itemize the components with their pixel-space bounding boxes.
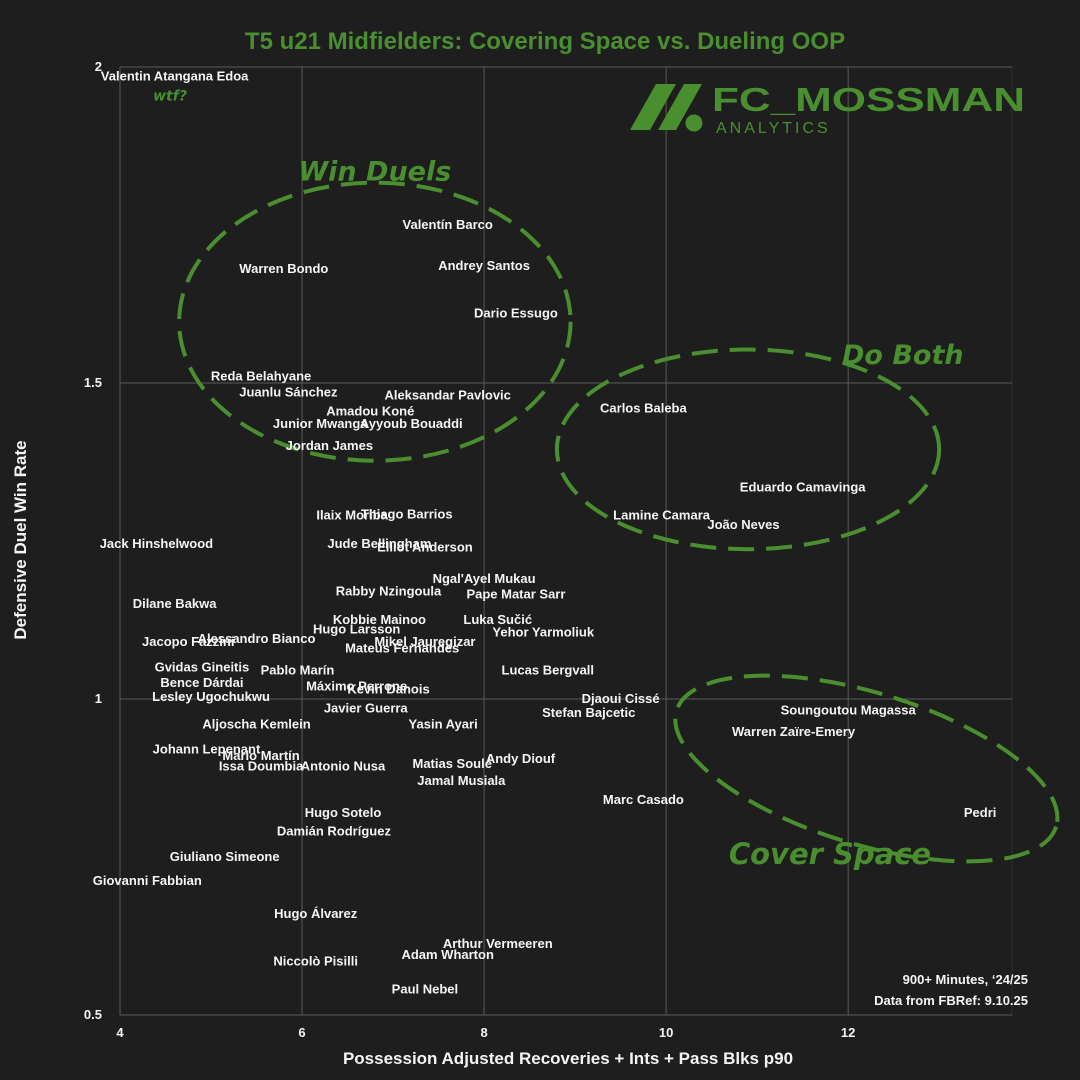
data-point-label: Djaoui Cissé	[582, 691, 660, 706]
data-point-label: Jack Hinshelwood	[100, 536, 213, 551]
region-ellipse	[673, 673, 1060, 864]
data-point-label: Pape Matar Sarr	[466, 587, 565, 602]
data-point-label: Juanlu Sánchez	[239, 384, 338, 399]
data-point-label: Hugo Sotelo	[305, 805, 382, 820]
data-point-label: Alessandro Bianco	[198, 631, 316, 646]
axes: 4 6 8 10 12 0.5 1 1.5 2	[84, 59, 855, 1040]
data-point-label: Pedri	[964, 805, 997, 820]
data-point-label: Hugo Álvarez	[274, 906, 358, 921]
footnote-source: Data from FBRef: 9.10.25	[874, 993, 1028, 1008]
data-point-label: Hugo Larsson	[313, 621, 400, 636]
data-point-label: Pablo Marín	[261, 663, 335, 678]
data-point-label: Damián Rodríguez	[277, 824, 392, 839]
brand-subtitle: ANALYTICS	[716, 120, 831, 137]
data-point-label: Paul Nebel	[392, 982, 458, 997]
annotation-text: Cover Space	[729, 837, 931, 871]
data-point-label: Reda Belahyane	[211, 369, 311, 384]
x-axis-label: Possession Adjusted Recoveries + Ints + …	[343, 1049, 793, 1068]
data-point-label: Amadou Koné	[326, 403, 414, 418]
brand-name: FC_MOSSMAN	[712, 81, 1025, 118]
region-ellipse	[554, 347, 942, 552]
data-point-label: Andy Diouf	[486, 751, 556, 766]
annotation-regions	[177, 180, 1060, 864]
y-tick-label: 1	[95, 691, 102, 706]
footnote-minutes: 900+ Minutes, ‘24/25	[903, 972, 1028, 987]
data-point-label: Rabby Nzingoula	[336, 584, 442, 599]
data-point-label: Bence Dárdai	[160, 675, 243, 690]
annotations: wtf? Win Duels Do Both Cover Space	[153, 88, 963, 871]
data-point-label: Ilaix Moriba	[316, 508, 388, 523]
data-point-label: Marc Casado	[603, 792, 684, 807]
data-point-label: Andrey Santos	[438, 258, 530, 273]
plot-frame	[119, 66, 1013, 1016]
annotation-text: Win Duels	[298, 157, 451, 188]
data-point-label: Kevin Danois	[347, 682, 429, 697]
data-point-label: Eduardo Camavinga	[740, 479, 866, 494]
data-point-label: Adam Wharton	[401, 947, 494, 962]
data-point-label: Valentin Atangana Edoa	[101, 68, 249, 83]
data-point-label: Johann Lepenant	[153, 742, 261, 757]
data-point-label: Gvidas Gineitis	[155, 659, 250, 674]
y-tick-label: 1.5	[84, 375, 102, 390]
x-tick-label: 12	[841, 1025, 855, 1040]
data-point-label: Valentín Barco	[403, 217, 493, 232]
data-point-label: Yasin Ayari	[409, 716, 478, 731]
data-point-label: Mikel Jauregizar	[374, 634, 475, 649]
data-point-label: Giovanni Fabbian	[93, 873, 202, 888]
data-point-label: Máximo Perrone	[306, 678, 407, 693]
data-point-label: Kobbie Mainoo	[333, 612, 426, 627]
y-axis-label: Defensive Duel Win Rate	[11, 440, 30, 639]
brand-logo: FC_MOSSMAN ANALYTICS	[630, 81, 1025, 137]
data-point-label: Thiago Barrios	[361, 506, 453, 521]
data-point-label: Lesley Ugochukwu	[152, 689, 270, 704]
data-point-label: Jude Bellingham	[327, 536, 431, 551]
data-point-label: Warren Zaïre-Emery	[732, 724, 856, 739]
data-point-label: Dilane Bakwa	[133, 596, 218, 611]
annotation-text: wtf?	[153, 88, 187, 104]
data-point-label: Arthur Vermeeren	[443, 936, 553, 951]
data-point-label: Antonio Nusa	[301, 759, 386, 774]
data-point-label: Lucas Bergvall	[502, 663, 595, 678]
data-point-label: Mateus Fernandes	[345, 640, 459, 655]
x-tick-label: 4	[116, 1025, 124, 1040]
data-point-label: Carlos Baleba	[600, 400, 687, 415]
annotation-text: Do Both	[842, 340, 964, 371]
logo-mark-icon	[630, 84, 703, 132]
data-point-label: Elliot Anderson	[377, 539, 473, 554]
x-tick-label: 6	[298, 1025, 305, 1040]
data-point-label: Warren Bondo	[239, 261, 328, 276]
data-point-label: Ngal'Ayel Mukau	[433, 571, 536, 586]
data-point-label: Lamine Camara	[613, 508, 711, 523]
y-tick-label: 0.5	[84, 1007, 102, 1022]
data-point-label: Mario Martín	[222, 748, 299, 763]
data-point-label: Niccolò Pisilli	[273, 953, 358, 968]
x-tick-label: 8	[480, 1025, 487, 1040]
data-point-label: Dario Essugo	[474, 305, 558, 320]
data-point-label: Aleksandar Pavlovic	[384, 388, 510, 403]
data-point-label: Junior Mwanga	[273, 416, 368, 431]
chart-title: T5 u21 Midfielders: Covering Space vs. D…	[245, 28, 845, 55]
y-tick-label: 2	[95, 59, 102, 74]
data-point-label: Stefan Bajcetic	[542, 705, 635, 720]
data-points: Valentin Atangana Edoa Valentín Barco Warr…	[93, 68, 997, 996]
data-point-label: Jacopo Fazzini	[142, 634, 234, 649]
region-ellipse	[177, 180, 573, 463]
data-point-label: Yehor Yarmoliuk	[492, 625, 594, 640]
data-point-label: Giuliano Simeone	[170, 849, 280, 864]
data-point-label: Javier Guerra	[324, 700, 409, 715]
data-point-label: Ayyoub Bouaddi	[360, 416, 463, 431]
data-point-label: Matias Soulé	[412, 756, 491, 771]
gridlines	[119, 66, 1013, 1016]
x-tick-label: 10	[659, 1025, 673, 1040]
data-point-label: Aljoscha Kemlein	[202, 716, 310, 731]
data-point-label: Jamal Musiala	[417, 773, 506, 788]
data-point-label: João Neves	[707, 517, 779, 532]
data-point-label: Issa Doumbia	[219, 759, 304, 774]
data-point-label: Soungoutou Magassa	[781, 702, 917, 717]
data-point-label: Jordan James	[286, 438, 373, 453]
data-point-label: Luka Sučić	[463, 612, 532, 627]
